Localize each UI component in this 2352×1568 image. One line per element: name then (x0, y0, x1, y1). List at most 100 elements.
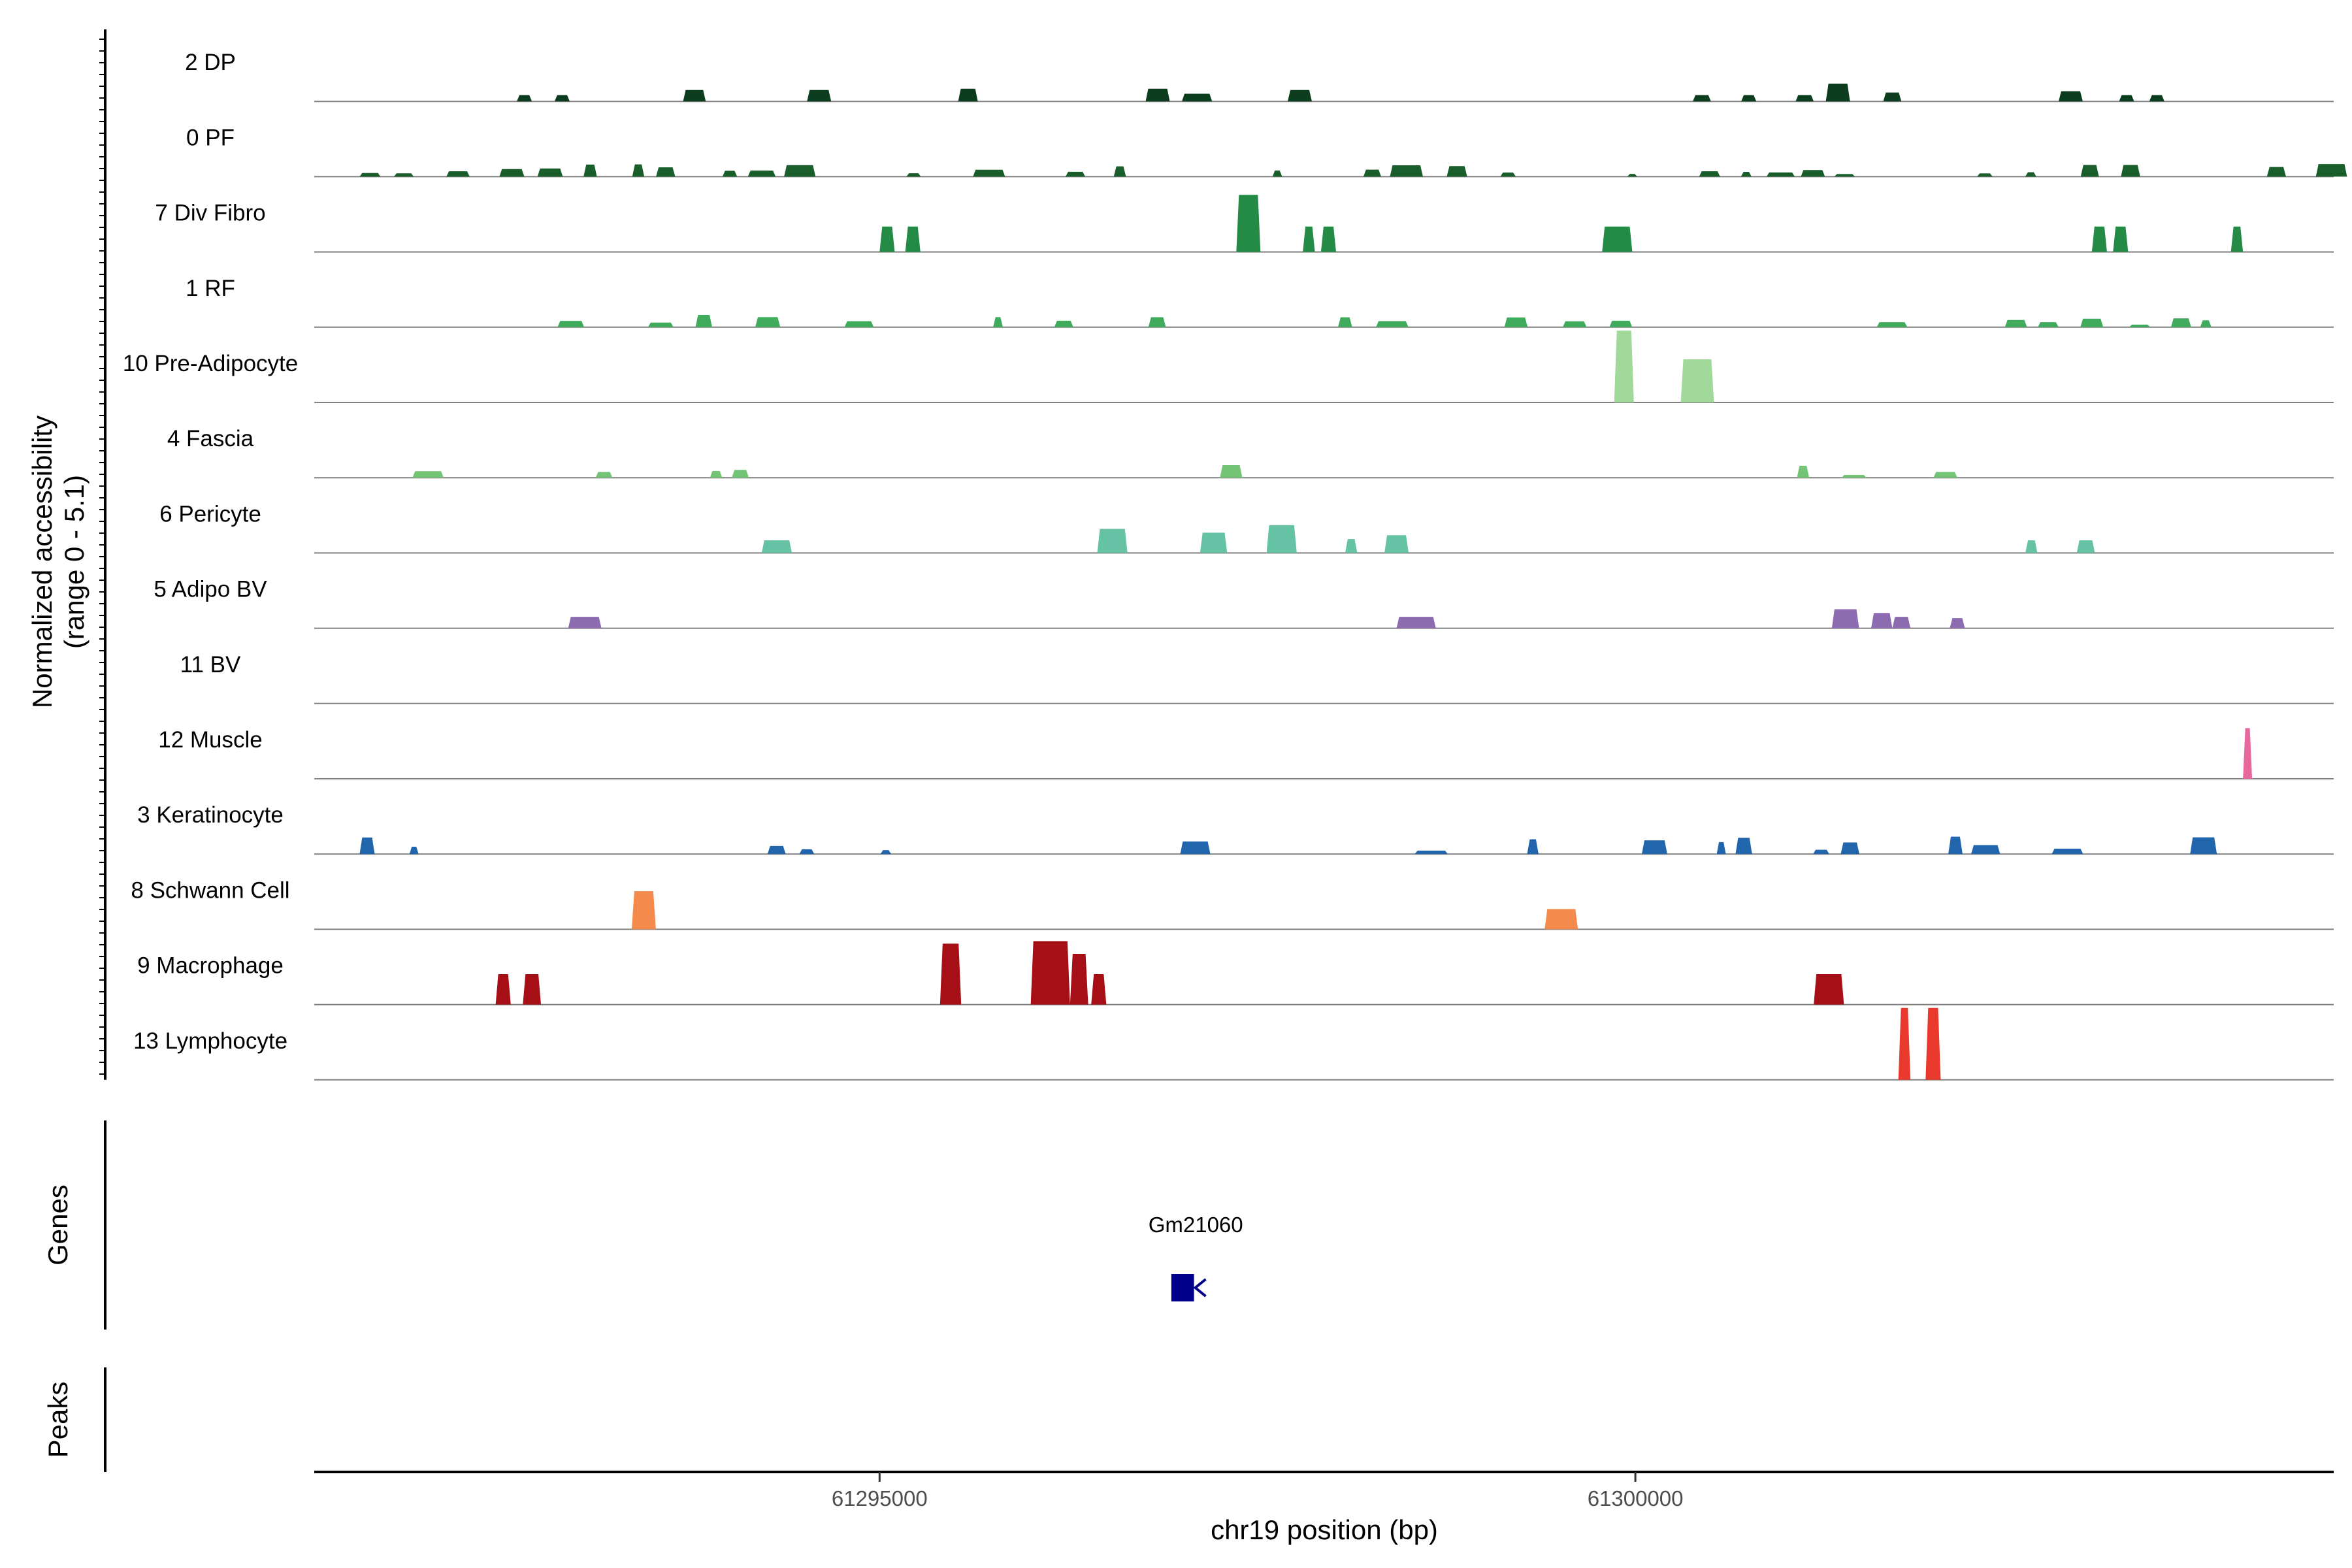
gene-annotations: Gm21060 (1149, 1213, 1243, 1301)
coverage-peak (683, 90, 706, 102)
coverage-peak (495, 974, 511, 1005)
coverage-peak (2149, 95, 2164, 102)
coverage-peak (1814, 974, 1844, 1005)
coverage-peak (2038, 322, 2059, 327)
track-7: 6 Pericyte (159, 501, 2334, 554)
track-12: 8 Schwann Cell (131, 877, 2334, 930)
coverage-peak (1070, 953, 1088, 1005)
gene-label: Gm21060 (1149, 1213, 1243, 1237)
coverage-peak (554, 95, 570, 102)
coverage-peak (1363, 169, 1382, 177)
coverage-peak (2315, 164, 2347, 177)
coverage-peak (695, 315, 713, 327)
coverage-peak (537, 168, 563, 177)
coverage-peak (1831, 609, 1859, 629)
track-label: 8 Schwann Cell (131, 877, 289, 903)
coverage-peak (656, 167, 676, 177)
coverage-peak (412, 471, 444, 478)
coverage-peak (1801, 170, 1825, 177)
track-label: 3 Keratinocyte (137, 802, 284, 828)
coverage-peak (879, 226, 895, 252)
y-axis-title-line-2: (range 0 - 5.1) (59, 475, 90, 649)
x-axis-title: chr19 position (bp) (1211, 1514, 1438, 1545)
coverage-peak (2200, 320, 2212, 327)
coverage-peak (761, 540, 792, 553)
coverage-peak (631, 891, 656, 930)
coverage-y-axis (99, 29, 106, 1080)
track-11: 3 Keratinocyte (137, 802, 2334, 855)
coverage-peak (583, 164, 597, 177)
coverage-peak (784, 165, 816, 177)
coverage-peak (732, 470, 749, 478)
coverage-peak (1825, 84, 1850, 102)
coverage-peak (1892, 617, 1911, 629)
coverage-peak (1446, 166, 1467, 177)
coverage-peak (2025, 172, 2036, 177)
coverage-peak (1795, 95, 1814, 102)
coverage-peak (632, 164, 645, 177)
coverage-peak (1602, 226, 1633, 252)
coverage-peak (2076, 540, 2095, 553)
coverage-peak (2025, 540, 2038, 553)
coverage-peak (446, 171, 470, 177)
coverage-peak (993, 317, 1003, 327)
coverage-peak (1287, 90, 1312, 102)
coverage-peak (1220, 465, 1243, 478)
track-6: 4 Fascia (167, 426, 2334, 479)
coverage-peak (1390, 165, 1423, 177)
coverage-peak (1200, 532, 1228, 553)
track-3: 7 Div Fibro (155, 195, 2334, 253)
coverage-peak (1337, 317, 1352, 327)
track-8: 5 Adipo BV (154, 577, 2334, 629)
coverage-peak (1883, 92, 1902, 102)
coverage-peak (1871, 613, 1893, 629)
track-10: 12 Muscle (158, 727, 2334, 779)
track-14: 13 Lymphocyte (133, 1007, 2334, 1081)
track-9: 11 BV (180, 652, 2334, 704)
coverage-peak (1562, 321, 1587, 327)
coverage-peak (1740, 171, 1752, 177)
coverage-peak (1735, 838, 1752, 855)
coverage-peak (1840, 842, 1860, 855)
track-label: 6 Pericyte (159, 501, 261, 527)
peaks-panel-label: Peaks (42, 1382, 73, 1458)
coverage-peak (2051, 848, 2083, 855)
coverage-peak (1097, 529, 1128, 553)
coverage-peak (906, 173, 921, 177)
coverage-peak (647, 322, 674, 327)
track-label: 12 Muscle (158, 727, 263, 753)
coverage-peak (1182, 93, 1213, 102)
coverage-peak (1716, 841, 1726, 855)
coverage-peak (1950, 618, 1965, 629)
coverage-peak (1145, 88, 1170, 102)
coverage-peak (1272, 170, 1282, 177)
coverage-peak (1054, 320, 1073, 327)
coverage-peak (2129, 324, 2151, 327)
coverage-peak (1948, 836, 1963, 855)
coverage-peak (844, 321, 874, 327)
coverage-peak (595, 472, 613, 478)
coverage-peak (409, 846, 419, 855)
coverage-peak (2170, 318, 2191, 327)
x-tick-label: 61300000 (1588, 1486, 1684, 1511)
coverage-peak (1384, 535, 1409, 553)
coverage-peak (1320, 226, 1337, 252)
coverage-peak (1641, 840, 1667, 855)
coverage-peak (1699, 171, 1720, 177)
coverage-tracks: 2 DP 0 PF 7 Div Fibro 1 RF 10 Pre-Adipocyte 4… (123, 50, 2347, 1081)
coverage-peak (359, 837, 375, 855)
coverage-peak (1376, 321, 1409, 327)
gene-strand-arrow (1193, 1278, 1207, 1298)
coverage-peak (2080, 318, 2104, 327)
coverage-peak (1414, 850, 1448, 855)
coverage-peak (747, 171, 776, 177)
track-label: 9 Macrophage (137, 953, 284, 979)
coverage-peak (722, 171, 738, 177)
coverage-peak (807, 90, 832, 102)
coverage-peak (1180, 841, 1211, 855)
coverage-peak (568, 617, 602, 629)
coverage-peak (1504, 317, 1528, 327)
coverage-peak (2243, 728, 2253, 779)
track-label: 13 Lymphocyte (133, 1028, 287, 1054)
